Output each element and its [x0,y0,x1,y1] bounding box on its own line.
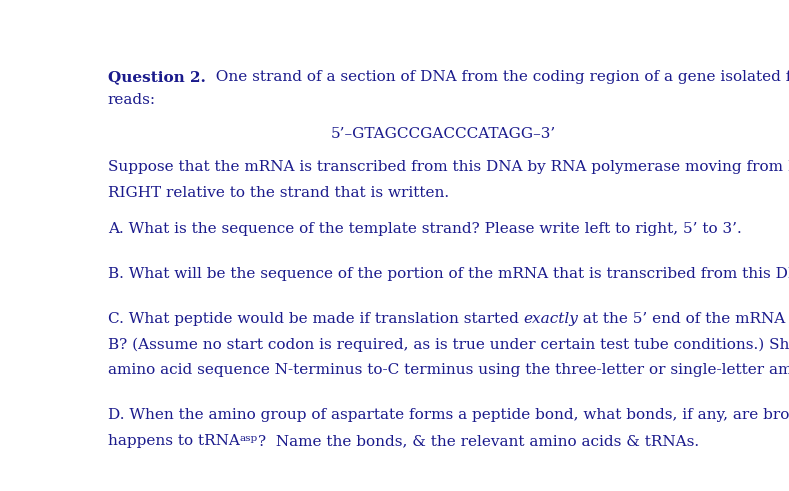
Text: 5’–GTAGCCGACCCATAGG–3’: 5’–GTAGCCGACCCATAGG–3’ [331,127,556,141]
Text: One strand of a section of DNA from the coding region of a gene isolated from: One strand of a section of DNA from the … [206,70,789,84]
Text: B. What will be the sequence of the portion of the mRNA that is transcribed from: B. What will be the sequence of the port… [108,267,789,281]
Text: asp: asp [240,434,258,443]
Text: ?  Name the bonds, & the relevant amino acids & tRNAs.: ? Name the bonds, & the relevant amino a… [258,434,699,448]
Text: B? (Assume no start codon is required, as is true under certain test tube condit: B? (Assume no start codon is required, a… [108,338,789,352]
Text: at the 5’ end of the mRNA you wrote in: at the 5’ end of the mRNA you wrote in [578,312,789,326]
Text: D. When the amino group of aspartate forms a peptide bond, what bonds, if any, a: D. When the amino group of aspartate for… [108,409,789,422]
Text: RIGHT relative to the strand that is written.: RIGHT relative to the strand that is wri… [108,186,449,200]
Text: A. What is the sequence of the template strand? Please write left to right, 5’ t: A. What is the sequence of the template … [108,222,742,236]
Text: Question 2.: Question 2. [108,70,206,84]
Text: exactly: exactly [524,312,578,326]
Text: reads:: reads: [108,93,156,108]
Text: C. What peptide would be made if translation started: C. What peptide would be made if transla… [108,312,524,326]
Text: Suppose that the mRNA is transcribed from this DNA by RNA polymerase moving from: Suppose that the mRNA is transcribed fro… [108,160,789,174]
Text: amino acid sequence N-terminus to-C terminus using the three-letter or single-le: amino acid sequence N-terminus to-C term… [108,363,789,378]
Text: happens to tRNA: happens to tRNA [108,434,240,448]
